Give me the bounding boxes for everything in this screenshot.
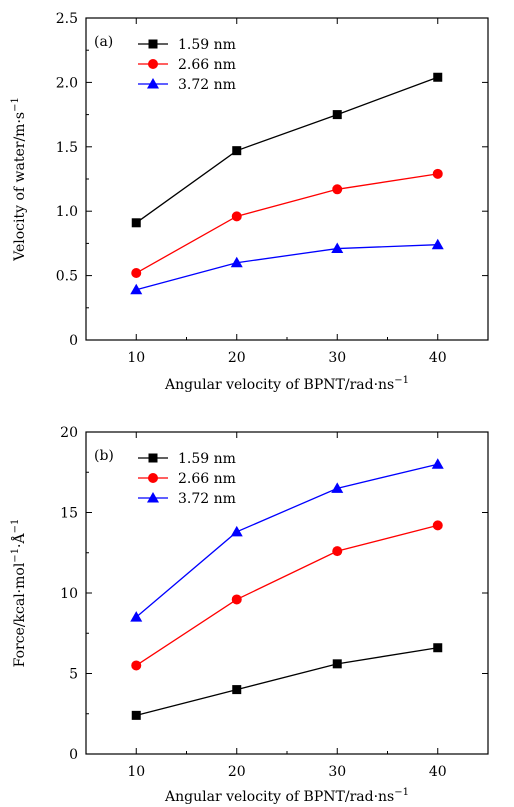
data-point	[432, 168, 443, 179]
chart-panel-a: 10 20 30 40 0 0.5 1.0 1.5 2.0 2.5 Angular velocity…	[10, 11, 489, 393]
series-line	[135, 524, 438, 666]
data-point	[433, 72, 443, 82]
legend-entry: 3.72 nm	[178, 77, 236, 93]
data-point	[130, 283, 143, 295]
data-point	[332, 659, 342, 669]
legend-entry: 3.72 nm	[178, 491, 236, 507]
data-point	[232, 146, 242, 156]
x-axis-label-sup: −1	[394, 787, 409, 798]
data-point	[332, 184, 343, 195]
data-point	[331, 482, 344, 493]
x-tick-label: 10	[127, 764, 145, 780]
legend-entry: 1.59 nm	[178, 451, 236, 467]
data-point	[231, 594, 242, 605]
chart-panel-b: 10 20 30 40 0 5 10 15 20 Angular velocity of BPNT…	[10, 425, 489, 805]
series-line	[136, 244, 438, 291]
x-tick-label: 40	[429, 350, 447, 366]
plot-frame	[85, 17, 489, 341]
y-tick-label: 10	[60, 586, 78, 602]
x-axis-label-text: Angular velocity of BPNT/rad·ns	[164, 377, 394, 393]
x-tick-label: 30	[328, 350, 346, 366]
y-axis-label: Velocity of water/m·s−1	[10, 97, 28, 262]
x-tick-label: 20	[228, 350, 246, 366]
y-axis-label-tail-sup: −1	[10, 519, 21, 534]
data-point	[332, 110, 342, 120]
x-tick-label: 40	[429, 764, 447, 780]
y-tick-label: 20	[60, 425, 78, 441]
x-tick-label: 10	[127, 350, 145, 366]
x-axis-label: Angular velocity of BPNT/rad·ns−1	[164, 787, 409, 805]
data-point	[331, 242, 344, 254]
legend-marker	[148, 59, 158, 69]
y-tick-label: 2.5	[56, 11, 78, 27]
legend-marker	[147, 78, 159, 89]
y-tick-label: 1.0	[56, 204, 78, 220]
x-tick-label: 30	[328, 764, 346, 780]
y-axis-label: Force/kcal·mol−1·Å−1	[10, 519, 28, 668]
series-line	[135, 76, 438, 224]
y-axis-label-text: Force/kcal·mol	[12, 562, 28, 667]
series-line	[136, 647, 438, 716]
y-axis-label-sup: −1	[10, 97, 21, 112]
legend-entry: 2.66 nm	[178, 57, 236, 73]
data-point	[431, 458, 444, 469]
y-tick-label: 1.5	[56, 140, 78, 156]
y-tick-label: 15	[60, 506, 78, 522]
y-axis-label-tail: ·Å	[10, 532, 28, 547]
legend-entry: 2.66 nm	[178, 471, 236, 487]
y-axis-label-sup: −1	[10, 548, 21, 563]
y-tick-label: 0	[69, 747, 78, 763]
data-point	[131, 660, 142, 671]
y-axis-label-text: Velocity of water/m·s	[12, 112, 28, 262]
series-line	[135, 463, 438, 618]
legend-marker	[148, 453, 158, 463]
x-axis-label: Angular velocity of BPNT/rad·ns−1	[164, 375, 409, 393]
x-axis-label-sup: −1	[394, 375, 409, 386]
data-point	[131, 268, 142, 279]
series-line	[135, 173, 438, 274]
panel-label: (b)	[94, 448, 114, 464]
legend-marker	[148, 473, 158, 483]
legend-marker	[147, 492, 159, 503]
data-point	[131, 710, 141, 720]
x-axis-label-text: Angular velocity of BPNT/rad·ns	[164, 789, 394, 805]
y-tick-label: 0	[69, 333, 78, 349]
data-point	[230, 256, 243, 268]
y-tick-label: 0.5	[56, 269, 78, 285]
y-tick-label: 5	[69, 667, 78, 683]
y-tick-label: 2.0	[56, 75, 78, 91]
data-point	[130, 611, 143, 622]
data-point	[232, 685, 242, 695]
data-point	[230, 525, 243, 537]
data-point	[131, 218, 141, 228]
data-point	[432, 520, 443, 531]
legend-marker	[148, 39, 158, 49]
data-point	[433, 643, 443, 653]
x-tick-label: 20	[228, 764, 246, 780]
data-point	[231, 211, 242, 222]
plot-frame	[85, 431, 489, 755]
legend-entry: 1.59 nm	[178, 37, 236, 53]
panel-label: (a)	[94, 34, 113, 50]
data-point	[431, 238, 444, 250]
data-point	[332, 546, 343, 557]
